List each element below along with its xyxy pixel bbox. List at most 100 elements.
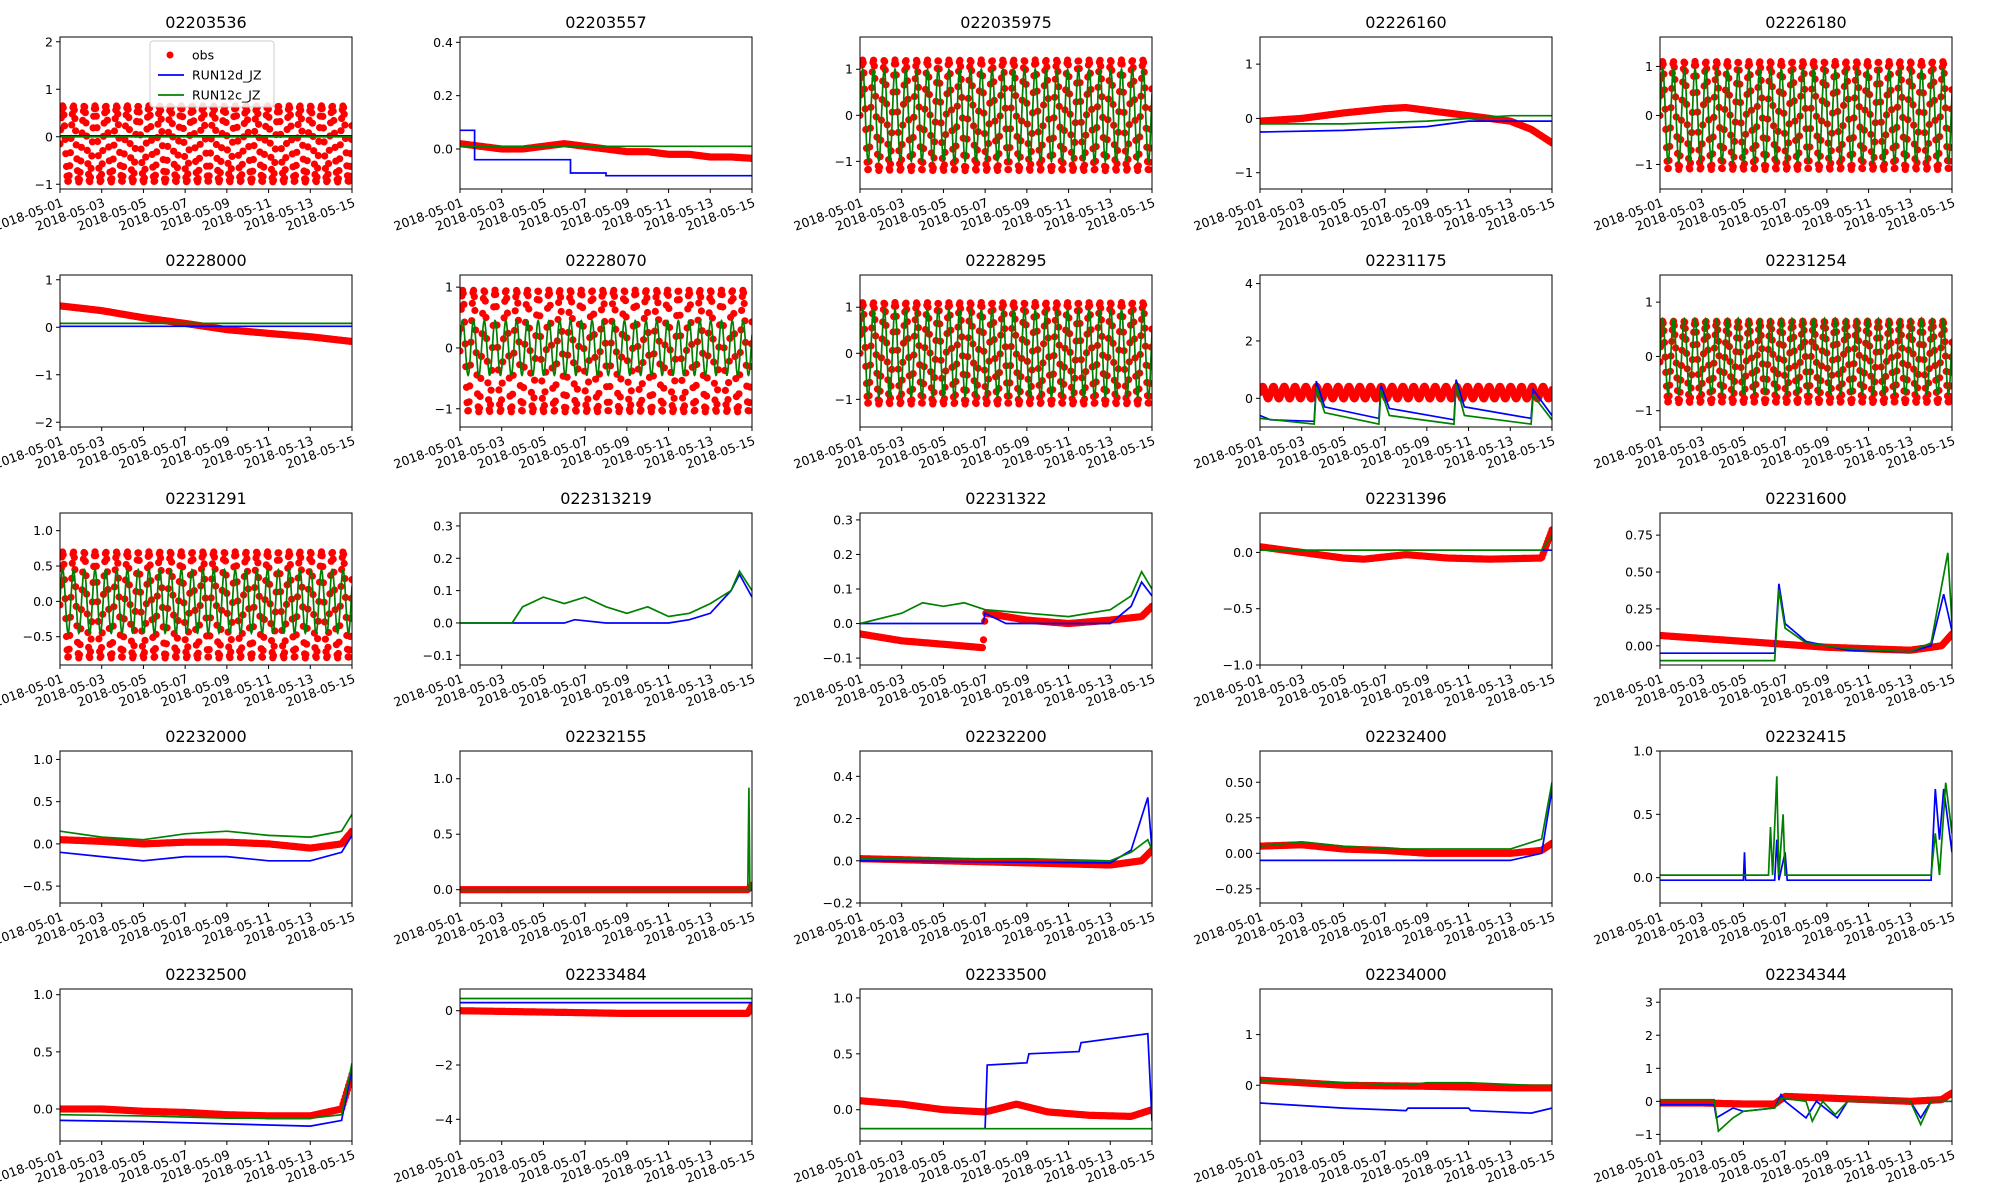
obs-point	[1945, 398, 1952, 406]
obs-point	[605, 398, 613, 406]
obs-point	[334, 649, 342, 658]
obs-point	[746, 383, 752, 391]
obs-point	[1005, 166, 1013, 174]
obs-point	[184, 159, 193, 167]
obs-point	[1091, 399, 1099, 407]
obs-point	[1875, 58, 1883, 66]
obs-point	[261, 136, 269, 144]
obs-point	[328, 548, 337, 557]
obs-point	[119, 172, 127, 180]
y-tick-label: 0	[45, 129, 53, 144]
obs-point	[221, 549, 229, 557]
obs-point	[1053, 300, 1061, 309]
obs-point	[1907, 59, 1915, 67]
obs-point	[886, 160, 895, 168]
obs-point	[486, 401, 495, 409]
axes-frame	[859, 274, 1153, 428]
obs-point	[243, 107, 251, 115]
obs-point	[307, 549, 315, 558]
obs-point	[234, 137, 242, 145]
obs-point	[232, 112, 241, 120]
obs-point	[280, 649, 289, 657]
obs-point	[670, 394, 678, 402]
obs-point	[643, 308, 652, 317]
obs-point	[259, 646, 267, 655]
obs-point	[81, 549, 89, 557]
obs-point	[206, 632, 214, 640]
subplot-02228070: 02228070−1012018-05-012018-05-032018-05-…	[392, 251, 757, 472]
obs-point	[495, 386, 503, 394]
subplot-02203557: 022035570.00.20.42018-05-012018-05-03201…	[392, 13, 757, 234]
obs-point	[1778, 62, 1786, 70]
obs-point	[497, 396, 506, 404]
obs-point	[319, 563, 327, 571]
obs-point	[678, 376, 686, 384]
obs-point	[190, 117, 198, 125]
obs-point	[1773, 393, 1781, 401]
obs-point	[99, 147, 107, 155]
obs-point	[460, 300, 468, 308]
obs-point	[1762, 162, 1770, 170]
obs-point	[703, 392, 711, 400]
obs-point	[228, 152, 236, 160]
subplot-title: 02231175	[1365, 251, 1446, 270]
obs-point	[486, 407, 494, 415]
obs-point	[1097, 62, 1105, 70]
obs-point	[297, 115, 305, 123]
obs-point	[110, 127, 119, 135]
subplot-022313219: 022313219−0.10.00.10.20.32018-05-012018-…	[392, 489, 757, 710]
obs-point	[340, 559, 348, 568]
obs-point	[348, 576, 352, 584]
obs-point	[988, 299, 997, 307]
obs-point	[168, 120, 176, 128]
obs-point	[497, 406, 505, 414]
obs-point	[892, 302, 900, 310]
obs-point	[994, 395, 1002, 404]
obs-point	[124, 553, 132, 561]
obs-point	[330, 116, 338, 125]
obs-point	[940, 161, 949, 169]
obs-point	[562, 392, 571, 400]
obs-point	[1660, 60, 1667, 68]
y-tick-label: 0	[845, 108, 853, 123]
obs-point	[1080, 166, 1088, 174]
obs-point	[108, 650, 116, 658]
obs-point	[180, 138, 188, 146]
obs-point	[173, 634, 181, 642]
obs-point	[551, 406, 559, 414]
obs-point	[307, 103, 315, 111]
obs-point	[1053, 58, 1061, 66]
obs-point	[637, 406, 645, 414]
obs-point	[691, 406, 699, 414]
obs-point	[725, 379, 733, 387]
axes-frame	[59, 512, 353, 666]
y-tick-label: 0.0	[433, 615, 453, 630]
obs-point	[271, 145, 279, 153]
obs-point	[1805, 164, 1813, 172]
obs-point	[979, 636, 988, 644]
obs-point	[162, 175, 170, 183]
obs-point	[881, 57, 889, 66]
obs-point	[1037, 398, 1045, 406]
obs-point	[978, 644, 987, 652]
obs-point	[621, 297, 630, 305]
y-tick-label: 1	[845, 62, 853, 77]
obs-point	[140, 174, 148, 182]
obs-point	[649, 391, 657, 399]
y-tick-label: 1.0	[33, 523, 53, 538]
y-tick-label: 2	[1245, 333, 1253, 348]
obs-point	[308, 119, 316, 127]
obs-point	[680, 402, 689, 410]
obs-point	[201, 121, 209, 129]
obs-point	[118, 653, 126, 661]
obs-point	[134, 549, 143, 557]
obs-point	[918, 166, 926, 174]
obs-point	[588, 287, 597, 295]
obs-point	[1788, 58, 1796, 66]
series-line-RUN12c_JZ	[460, 318, 752, 377]
obs-point	[141, 636, 149, 645]
obs-point	[109, 639, 117, 647]
obs-point	[738, 306, 746, 314]
obs-point	[1912, 165, 1920, 173]
obs-point	[340, 110, 348, 118]
